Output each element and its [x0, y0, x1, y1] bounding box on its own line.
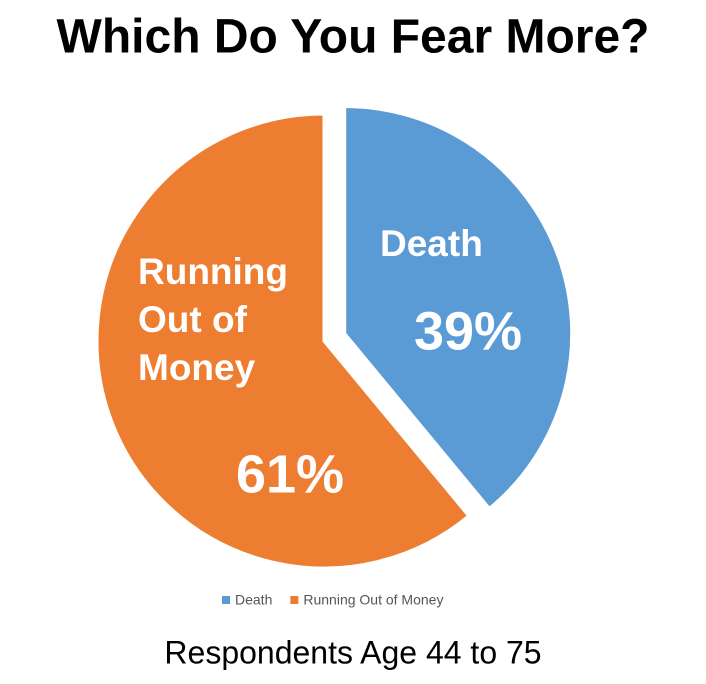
chart-subtitle: Respondents Age 44 to 75: [164, 634, 541, 670]
slice-value-label: 61%: [236, 444, 344, 504]
slice-category-label: Death: [380, 223, 483, 264]
legend-label: Running Out of Money: [303, 592, 443, 608]
slice-category-label: Running Out of Money: [138, 251, 289, 388]
pie-slice: [95, 112, 471, 570]
slice-value-label: 39%: [414, 301, 522, 361]
legend-swatch: [222, 596, 230, 604]
legend-swatch: [290, 596, 299, 604]
pie-slice: [343, 105, 574, 511]
legend-label: Death: [235, 592, 272, 608]
chart-title: Which Do You Fear More?: [57, 11, 650, 64]
